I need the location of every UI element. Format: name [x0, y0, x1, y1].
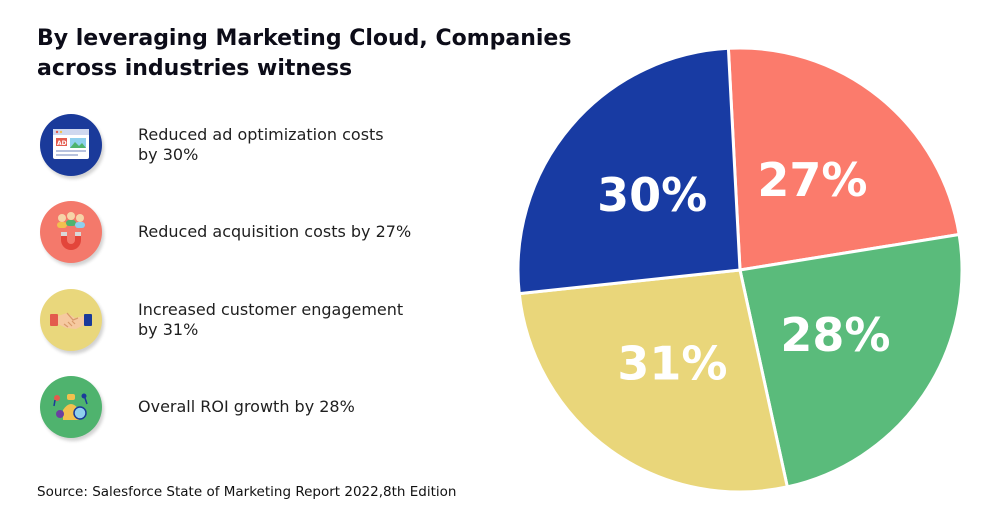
svg-text:AD: AD [57, 140, 67, 147]
pie-label-4: 30% [597, 168, 707, 222]
pie-slice-3 [517, 268, 789, 494]
pie-slice-4 [516, 46, 742, 296]
magnet-users-icon [40, 201, 102, 263]
title-line-1: By leveraging Marketing Cloud, Companies [37, 26, 572, 51]
list-item-engagement: Increased customer engagement by 31% [40, 289, 500, 351]
item-text: Reduced acquisition costs by 27% [138, 222, 458, 242]
item-label-line2: by 31% [138, 320, 199, 339]
page-title: By leveraging Marketing Cloud, Companies… [37, 24, 617, 84]
item-label-line1: Reduced ad optimization costs [138, 125, 384, 144]
roi-growth-icon [40, 376, 102, 438]
list-item-ad-optimization: AD Reduced ad optimization costs by 30% [40, 114, 500, 176]
pie-slice-1 [726, 46, 961, 272]
item-label-line1: Overall ROI growth by 28% [138, 397, 355, 416]
pie-label-2: 28% [780, 308, 890, 362]
pie-slice-2 [738, 232, 964, 489]
pie-chart: 27% 28% 31% 30% [516, 46, 964, 494]
ad-browser-icon: AD [40, 114, 102, 176]
item-text: Overall ROI growth by 28% [138, 397, 458, 417]
item-text: Reduced ad optimization costs by 30% [138, 125, 458, 165]
item-label-line2: by 30% [138, 145, 199, 164]
list-item-acquisition: Reduced acquisition costs by 27% [40, 201, 500, 263]
item-label-line1: Reduced acquisition costs by 27% [138, 222, 412, 241]
item-label-line1: Increased customer engagement [138, 300, 404, 319]
pie-label-1: 27% [757, 153, 867, 207]
pie-label-3: 31% [617, 337, 727, 391]
source-caption: Source: Salesforce State of Marketing Re… [37, 484, 457, 500]
handshake-icon [40, 289, 102, 351]
item-text: Increased customer engagement by 31% [138, 300, 458, 340]
title-line-2: across industries witness [37, 56, 353, 81]
list-item-roi: Overall ROI growth by 28% [40, 376, 500, 438]
